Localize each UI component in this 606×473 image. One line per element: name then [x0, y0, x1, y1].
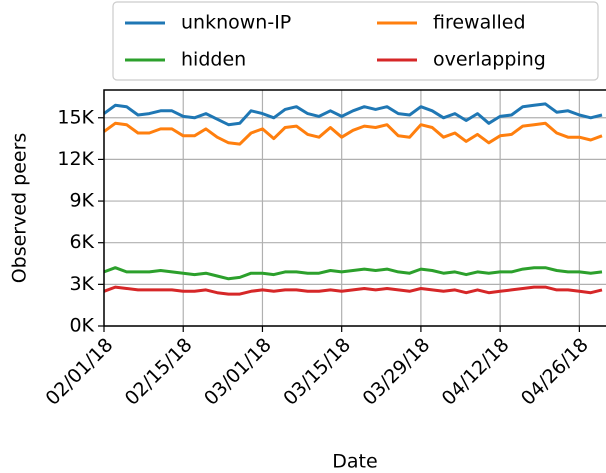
- line-series: [103, 102, 603, 127]
- x-tick-label: 04/26/18: [517, 334, 593, 410]
- legend-label: firewalled: [433, 12, 526, 34]
- legend-label: overlapping: [433, 49, 546, 71]
- x-tick-label: 03/29/18: [358, 334, 434, 410]
- y-tick-label: 15K: [57, 106, 94, 128]
- line-series: [103, 285, 603, 296]
- x-tick-label: 04/12/18: [438, 334, 514, 410]
- y-tick-label: 3K: [69, 273, 94, 295]
- x-tick-label: 02/15/18: [121, 334, 197, 410]
- legend-label: hidden: [181, 49, 246, 71]
- line-series: [103, 266, 603, 281]
- y-tick-label: 6K: [69, 231, 94, 253]
- x-axis-label: Date: [332, 451, 377, 473]
- y-axis-label: Observed peers: [9, 133, 31, 284]
- x-tick-label: 03/01/18: [200, 334, 276, 410]
- legend-box: [112, 1, 599, 81]
- plot-frame: [103, 89, 606, 327]
- x-tick-label: 02/01/18: [42, 334, 118, 410]
- y-tick-label: 0K: [69, 315, 94, 337]
- legend-label: unknown-IP: [181, 12, 291, 34]
- line-series: [103, 121, 603, 146]
- y-tick-label: 9K: [69, 190, 94, 212]
- x-tick-label: 03/15/18: [279, 334, 355, 410]
- y-tick-label: 12K: [57, 148, 94, 170]
